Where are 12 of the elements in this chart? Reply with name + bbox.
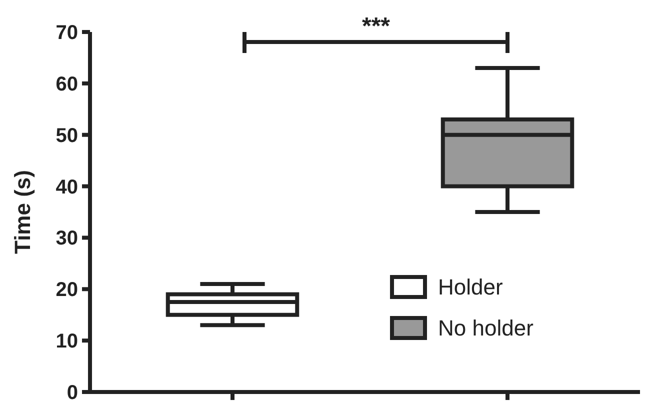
y-tick-label: 0: [66, 382, 78, 401]
y-tick-label: 20: [56, 279, 78, 302]
annotation: ***: [362, 13, 391, 40]
y-axis-title: Time (s): [10, 170, 35, 254]
y-tick-label: 60: [56, 73, 78, 96]
y-tick-label: 70: [56, 22, 78, 44]
legend-label: Holder: [438, 274, 503, 300]
y-tick-label: 10: [56, 330, 78, 353]
legend-label: No holder: [438, 316, 534, 341]
y-tick-label: 50: [56, 124, 78, 147]
y-tick-label: 30: [56, 228, 78, 250]
y-tick-label: 40: [56, 176, 78, 198]
